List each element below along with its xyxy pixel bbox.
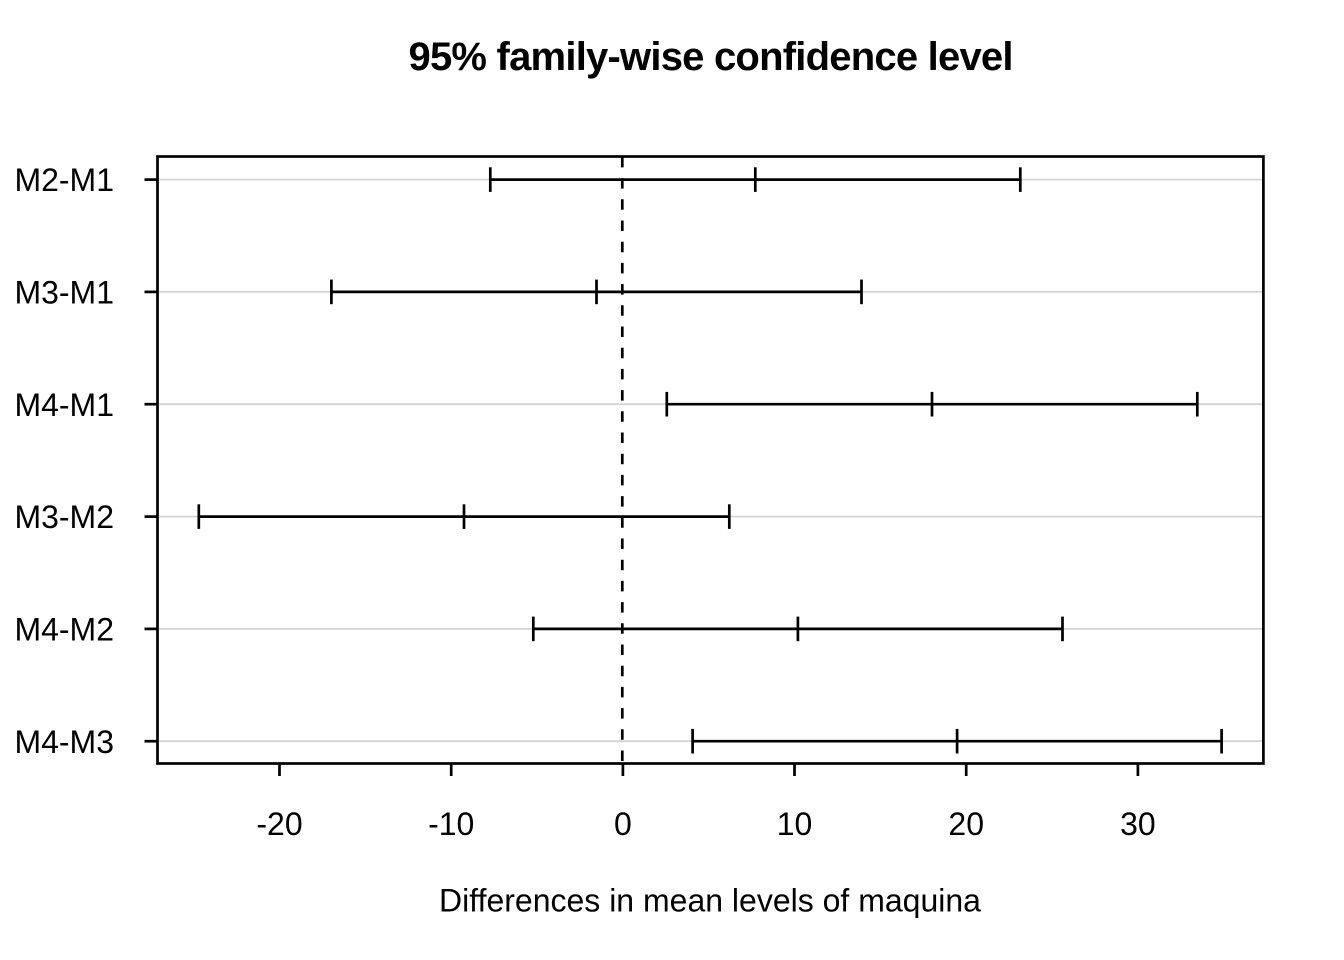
svg-text:-20: -20 — [256, 806, 302, 842]
svg-text:0: 0 — [614, 806, 632, 842]
svg-text:M4-M1: M4-M1 — [14, 387, 114, 423]
svg-text:10: 10 — [777, 806, 813, 842]
svg-text:M3-M1: M3-M1 — [14, 275, 114, 311]
svg-text:M2-M1: M2-M1 — [14, 162, 114, 198]
svg-text:-10: -10 — [428, 806, 474, 842]
svg-text:30: 30 — [1120, 806, 1156, 842]
svg-text:M4-M2: M4-M2 — [14, 612, 114, 648]
svg-text:M3-M2: M3-M2 — [14, 499, 114, 535]
svg-text:Differences in mean levels of: Differences in mean levels of maquina — [439, 882, 981, 918]
svg-text:20: 20 — [948, 806, 984, 842]
svg-text:95% family-wise confidence lev: 95% family-wise confidence level — [409, 35, 1014, 79]
svg-text:M4-M3: M4-M3 — [14, 724, 114, 760]
